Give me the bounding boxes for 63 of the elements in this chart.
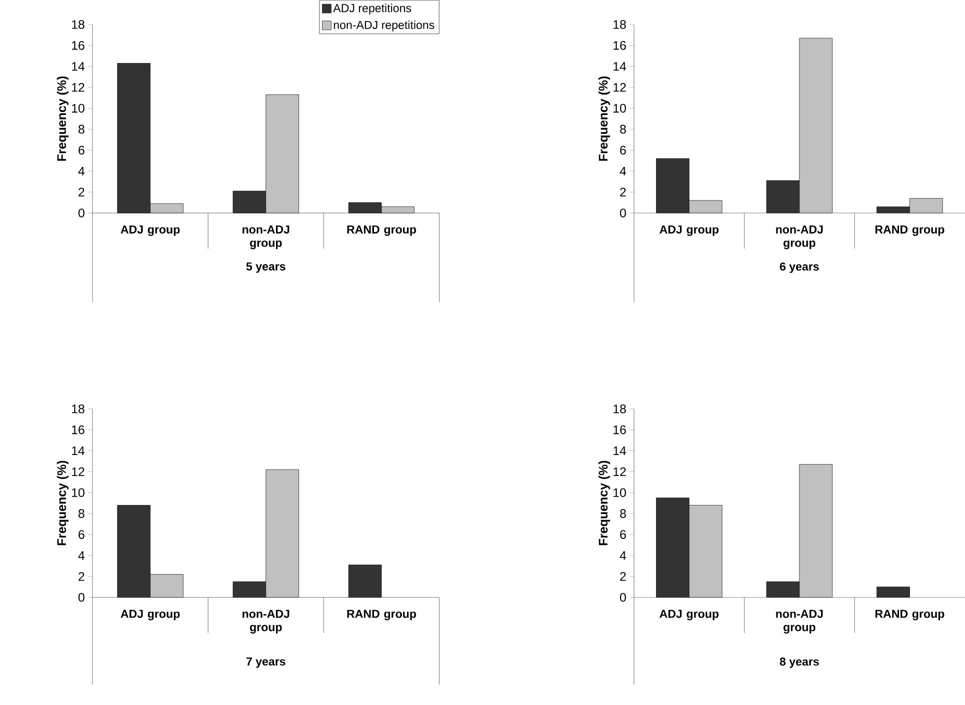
y-tick-label: 0 <box>78 592 84 602</box>
y-tick-label: 14 <box>72 62 85 71</box>
y-tick-label: 16 <box>72 40 84 50</box>
x-tick-label: RAND group <box>347 610 416 620</box>
y-tick-label: 14 <box>72 446 85 455</box>
y-tick-label: 6 <box>78 146 84 154</box>
y-tick-label: 6 <box>620 530 626 539</box>
y-tick-label: 18 <box>614 404 626 414</box>
x-tick-label: RAND group <box>875 610 944 620</box>
y-tick-label: 4 <box>620 551 626 560</box>
y-axis-title: Frequency (%) <box>56 460 68 546</box>
x-axis-title: 5 years <box>246 262 286 273</box>
x-tick-label: ADJ group <box>120 225 180 236</box>
y-tick-label: 12 <box>614 467 626 476</box>
y-tick-label: 0 <box>78 208 84 218</box>
y-tick-label: 12 <box>614 82 626 92</box>
x-axis-title: 6 years <box>780 262 819 273</box>
x-tick-label: RAND group <box>875 225 944 236</box>
y-tick-label: 6 <box>78 530 84 539</box>
y-tick-label: 14 <box>614 446 626 455</box>
y-tick-label: 16 <box>72 425 84 434</box>
y-tick-label: 12 <box>72 467 84 476</box>
bar <box>876 586 910 598</box>
y-tick-label: 10 <box>72 488 84 497</box>
legend-label: non-ADJ repetitions <box>334 20 434 32</box>
x-axis-title: 7 years <box>246 657 286 668</box>
y-tick-label: 18 <box>72 20 84 29</box>
y-tick-label: 8 <box>620 509 626 518</box>
y-tick-label: 18 <box>72 404 84 414</box>
y-tick-label: 2 <box>620 188 626 196</box>
y-tick-label: 10 <box>72 104 84 113</box>
x-tick-label: non-ADJ group <box>242 225 290 250</box>
x-tick-label: RAND group <box>347 225 416 236</box>
y-tick-label: 12 <box>72 82 84 92</box>
y-tick-label: 14 <box>614 62 626 71</box>
y-tick-label: 8 <box>620 124 626 134</box>
y-tick-label: 18 <box>614 20 626 29</box>
y-tick-label: 8 <box>78 124 84 134</box>
x-tick-label: non-ADJ group <box>776 225 823 250</box>
y-tick-label: 4 <box>620 166 626 176</box>
y-tick-label: 0 <box>620 592 626 602</box>
y-tick-label: 0 <box>620 208 626 218</box>
legend-label: ADJ repetitions <box>333 4 412 14</box>
y-tick-label: 6 <box>620 146 626 154</box>
x-tick-label: ADJ group <box>660 225 719 236</box>
y-tick-label: 16 <box>614 40 626 50</box>
x-tick-label: non-ADJ group <box>776 610 823 634</box>
y-tick-label: 4 <box>78 166 85 176</box>
x-tick-label: ADJ group <box>120 610 180 620</box>
y-axis-title: Frequency (%) <box>598 460 610 546</box>
y-axis-title: Frequency (%) <box>598 76 610 161</box>
x-tick-label: non-ADJ group <box>242 610 290 634</box>
y-tick-label: 10 <box>614 488 626 497</box>
y-tick-label: 10 <box>614 104 626 113</box>
y-axis-title: Frequency (%) <box>56 76 68 161</box>
y-tick-label: 4 <box>78 551 85 560</box>
y-tick-label: 2 <box>78 188 84 196</box>
x-axis-title: 8 years <box>780 657 819 668</box>
y-tick-label: 2 <box>620 572 626 581</box>
y-tick-label: 2 <box>78 572 84 581</box>
y-tick-label: 16 <box>614 425 626 434</box>
x-tick-label: ADJ group <box>660 610 719 620</box>
y-tick-label: 8 <box>78 509 84 518</box>
